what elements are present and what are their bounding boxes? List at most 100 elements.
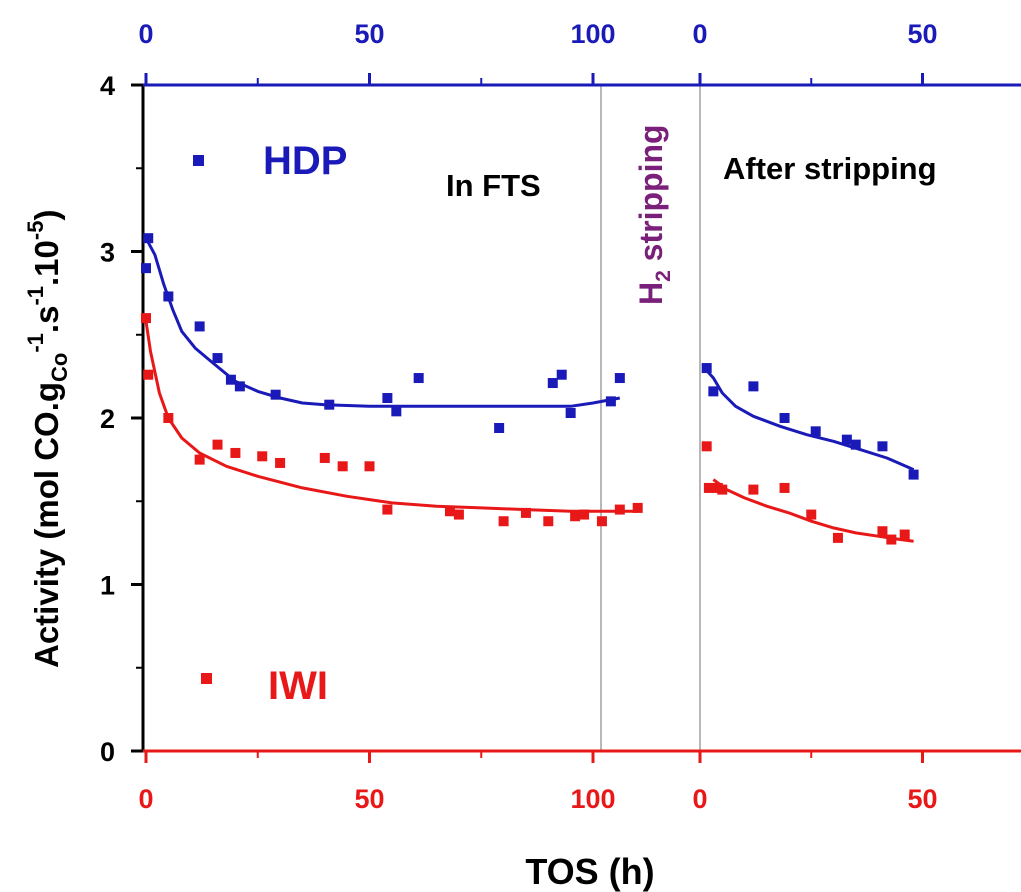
iwi-data-point xyxy=(579,509,590,520)
hdp-data-point xyxy=(908,469,919,480)
legend-marker-hdp xyxy=(193,155,204,166)
y-axis-label-sup-2: -1 xyxy=(23,286,48,306)
iwi-data-point xyxy=(337,461,348,472)
hdp-data-point xyxy=(270,389,281,400)
iwi-fit-curve-fts xyxy=(144,321,638,513)
iwi-data-point xyxy=(141,313,151,324)
hdp-data-point xyxy=(391,406,402,417)
hdp-data-point xyxy=(547,378,558,389)
iwi-data-point xyxy=(899,529,910,540)
hdp-data-point xyxy=(810,426,821,437)
y-axis-label: Activity (mol CO.gCo-1.s-1.10-5) xyxy=(23,210,72,668)
series-layer xyxy=(141,155,919,684)
iwi-data-point xyxy=(877,526,888,537)
iwi-data-point xyxy=(143,369,154,380)
iwi-data-point xyxy=(886,534,897,545)
hdp-data-point xyxy=(605,396,616,407)
hdp-data-point xyxy=(413,373,424,384)
iwi-data-point xyxy=(717,484,728,495)
iwi-data-point xyxy=(779,482,790,493)
hdp-data-point xyxy=(163,291,174,302)
y-tick-label: 3 xyxy=(100,238,115,268)
iwi-data-point xyxy=(163,413,174,423)
top-x-tick-label: 50 xyxy=(354,19,384,49)
iwi-data-point xyxy=(230,447,241,458)
hdp-data-point xyxy=(382,393,393,404)
hdp-data-point xyxy=(748,381,759,392)
y-tick-label: 4 xyxy=(100,71,115,101)
hdp-data-point xyxy=(324,399,335,410)
hdp-fit-curve-fts xyxy=(144,237,621,408)
bottom-x-tick-label: 50 xyxy=(354,784,384,814)
bottom-x-tick-label: 100 xyxy=(570,784,615,814)
legend-marker-iwi xyxy=(201,673,212,684)
x-axis-label: TOS (h) xyxy=(525,851,654,892)
iwi-data-point xyxy=(382,504,393,515)
hdp-data-point xyxy=(225,374,236,385)
iwi-data-point xyxy=(614,504,625,515)
hdp-data-point xyxy=(565,408,576,419)
iwi-data-point xyxy=(632,502,643,513)
hdp-data-point xyxy=(701,363,712,374)
iwi-data-point xyxy=(444,506,455,517)
legend-label-hdp: HDP xyxy=(263,139,347,183)
annotation-h2-stripping-word: stripping xyxy=(633,124,669,270)
iwi-data-point xyxy=(543,516,554,527)
iwi-data-point xyxy=(596,516,607,527)
y-axis-label-sup-1: -1 xyxy=(23,333,48,353)
iwi-data-point xyxy=(257,451,268,462)
y-axis-label-close: ) xyxy=(28,210,65,221)
y-tick-label: 0 xyxy=(100,737,115,767)
iwi-data-point xyxy=(806,509,817,520)
iwi-data-point xyxy=(364,461,375,472)
y-tick-label: 2 xyxy=(100,404,115,434)
y-axis-label-10: .10 xyxy=(28,240,65,286)
iwi-fit-curve-after xyxy=(712,478,914,543)
iwi-data-point xyxy=(194,454,205,465)
y-tick-label: 1 xyxy=(100,571,115,601)
iwi-data-point xyxy=(498,516,509,527)
legend-label-iwi: IWI xyxy=(268,664,328,708)
hdp-data-point xyxy=(234,381,245,392)
iwi-data-point xyxy=(701,441,712,452)
label-layer: HDP IWI In FTS After stripping H2 stripp… xyxy=(23,124,937,892)
iwi-data-point xyxy=(832,532,843,543)
annotation-h2-stripping-subscript: 2 xyxy=(652,270,675,282)
hdp-data-point xyxy=(708,386,719,397)
iwi-data-point xyxy=(453,509,464,520)
bottom-x-tick-label: 0 xyxy=(138,784,153,814)
hdp-fit-curve-after xyxy=(703,367,915,471)
iwi-data-point xyxy=(520,507,531,518)
hdp-data-point xyxy=(194,321,205,332)
top-x-tick-label: 50 xyxy=(907,19,937,49)
iwi-data-point xyxy=(319,452,330,463)
annotation-h2-stripping: H2 stripping xyxy=(633,124,675,305)
hdp-data-point xyxy=(494,422,505,433)
iwi-data-point xyxy=(212,439,223,450)
iwi-data-point xyxy=(748,484,759,495)
iwi-data-point xyxy=(570,511,581,522)
hdp-data-point xyxy=(141,263,151,274)
bottom-x-tick-label: 0 xyxy=(692,784,707,814)
y-axis-label-sup-5: -5 xyxy=(23,221,48,241)
hdp-data-point xyxy=(212,353,223,364)
y-axis-label-sub-co: Co xyxy=(47,353,72,382)
hdp-data-point xyxy=(143,233,154,244)
iwi-data-point xyxy=(703,482,714,493)
hdp-data-point xyxy=(614,373,625,384)
top-x-tick-label: 0 xyxy=(138,19,153,49)
hdp-data-point xyxy=(841,434,852,445)
top-x-tick-label: 0 xyxy=(692,19,707,49)
iwi-data-point xyxy=(275,457,286,468)
y-axis-label-s: .s xyxy=(28,306,65,334)
hdp-data-point xyxy=(850,439,861,450)
hdp-data-point xyxy=(877,441,888,452)
y-axis-label-main: Activity (mol CO.g xyxy=(28,382,65,668)
annotation-after-stripping: After stripping xyxy=(723,151,937,186)
top-x-tick-label: 100 xyxy=(570,19,615,49)
annotation-h2-stripping-h: H xyxy=(633,282,669,305)
hdp-data-point xyxy=(556,369,567,380)
bottom-x-tick-label: 50 xyxy=(907,784,937,814)
